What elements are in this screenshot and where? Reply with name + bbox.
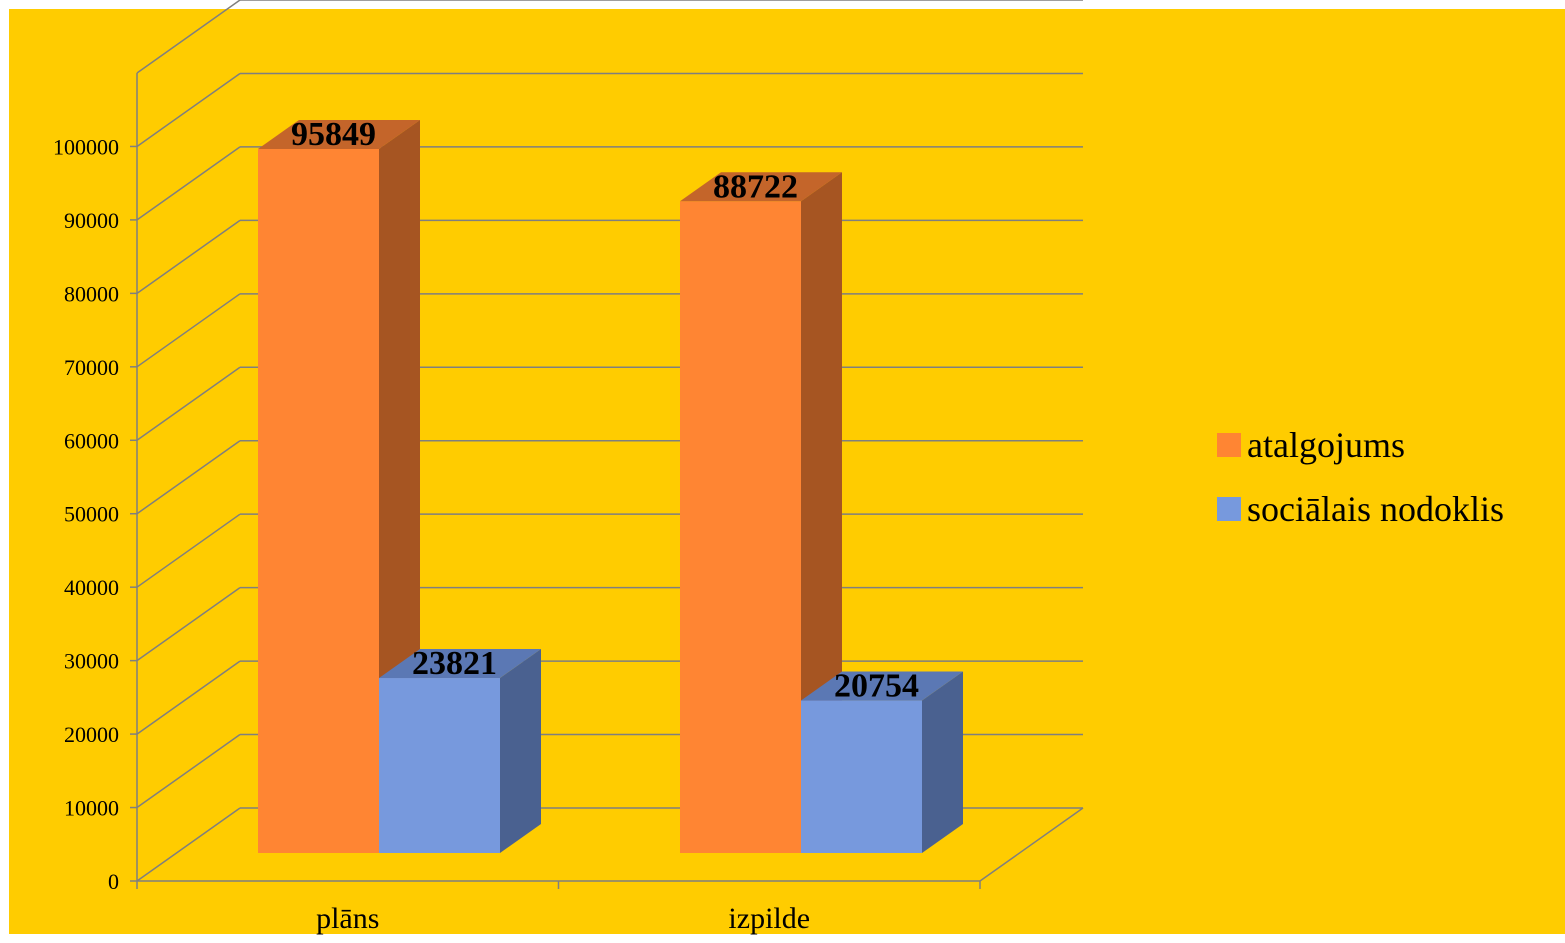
gridline-side (136, 660, 241, 735)
floor-edge (979, 807, 1084, 882)
gridline-side (136, 293, 241, 368)
y-tick-label: 80000 (64, 281, 119, 306)
y-tick-label: 10000 (64, 796, 119, 821)
legend-label: atalgojums (1247, 425, 1405, 465)
bar-side (922, 671, 963, 853)
gridline-side (136, 72, 241, 148)
bar-top (379, 649, 541, 679)
bars (258, 119, 963, 854)
bar-front (258, 148, 379, 853)
gridline-side (136, 146, 241, 221)
x-category-label: plāns (316, 902, 379, 935)
bar-top (680, 172, 842, 202)
y-tick-label: 30000 (64, 649, 119, 674)
y-tick-label: 20000 (64, 722, 119, 747)
gridline-side (136, 807, 241, 882)
data-label: 20754 (834, 668, 919, 705)
bar-side (500, 649, 541, 853)
legend-swatch (1217, 497, 1241, 521)
y-tick-label: 0 (108, 869, 119, 894)
bar-front (379, 678, 500, 853)
legend-label: sociālais nodoklis (1247, 489, 1504, 529)
y-tick-label: 70000 (64, 355, 119, 380)
gridline-side (136, 0, 241, 74)
data-label: 88722 (713, 168, 798, 205)
gridline-side (136, 513, 241, 588)
x-category-label: izpilde (728, 902, 810, 935)
y-tick-label: 40000 (64, 575, 119, 600)
gridline-side (136, 219, 241, 294)
data-label: 23821 (412, 645, 497, 682)
bar-front (680, 201, 801, 854)
gridline-side (136, 587, 241, 662)
bar-front (801, 700, 922, 853)
y-tick-label: 100000 (53, 134, 119, 159)
legend: atalgojums sociālais nodoklis (1217, 425, 1504, 529)
data-label: 95849 (291, 116, 376, 153)
data-labels: 95849 88722 23821 20754 (291, 116, 919, 705)
gridline-side (136, 733, 241, 809)
gridline-side (136, 440, 241, 515)
y-tick-label: 60000 (64, 428, 119, 453)
y-tick-label: 90000 (64, 208, 119, 233)
y-tick-label: 50000 (64, 502, 119, 527)
legend-swatch (1217, 433, 1241, 457)
axes: 0 10000 20000 30000 40000 50000 60000 70000 8000… (53, 73, 981, 935)
gridline-side (136, 366, 241, 441)
bar-top (258, 119, 420, 149)
bar-top (801, 671, 963, 701)
